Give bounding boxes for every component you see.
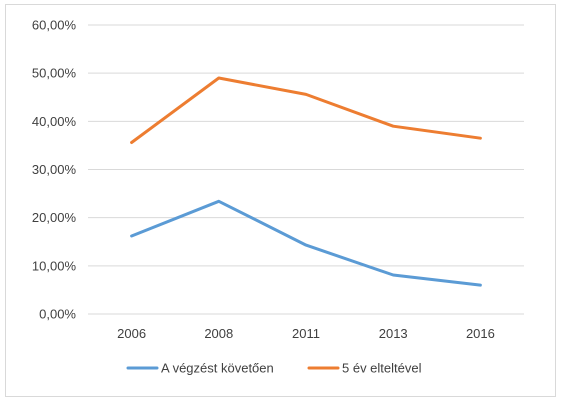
x-tick-label: 2008: [204, 326, 233, 341]
legend-label-1: A végzést követően: [161, 361, 274, 376]
y-tick-label: 50,00%: [32, 66, 77, 81]
series-line-2: [130, 76, 482, 144]
chart-frame: [5, 4, 556, 397]
legend-label-2: 5 év elteltével: [342, 361, 422, 376]
x-tick-label: 2016: [466, 326, 495, 341]
x-tick-label: 2013: [379, 326, 408, 341]
y-tick-label: 40,00%: [32, 114, 77, 129]
y-tick-label: 20,00%: [32, 210, 77, 225]
gridlines: [88, 24, 524, 315]
y-tick-label: 0,00%: [39, 307, 76, 322]
y-tick-label: 10,00%: [32, 258, 77, 273]
y-axis-tick-labels: 0,00% 10,00% 20,00% 30,00% 40,00% 50,00% 60,00…: [32, 18, 77, 322]
series-lines: [130, 76, 482, 287]
y-tick-label: 30,00%: [32, 162, 77, 177]
x-tick-label: 2011: [292, 326, 320, 341]
y-tick-label: 60,00%: [32, 18, 77, 33]
x-axis-tick-labels: 2006 2008 2011 2013 2016: [117, 326, 495, 341]
legend: A végzést követően 5 év elteltével: [126, 361, 422, 376]
x-tick-label: 2006: [117, 326, 146, 341]
series-line-1: [130, 199, 482, 287]
